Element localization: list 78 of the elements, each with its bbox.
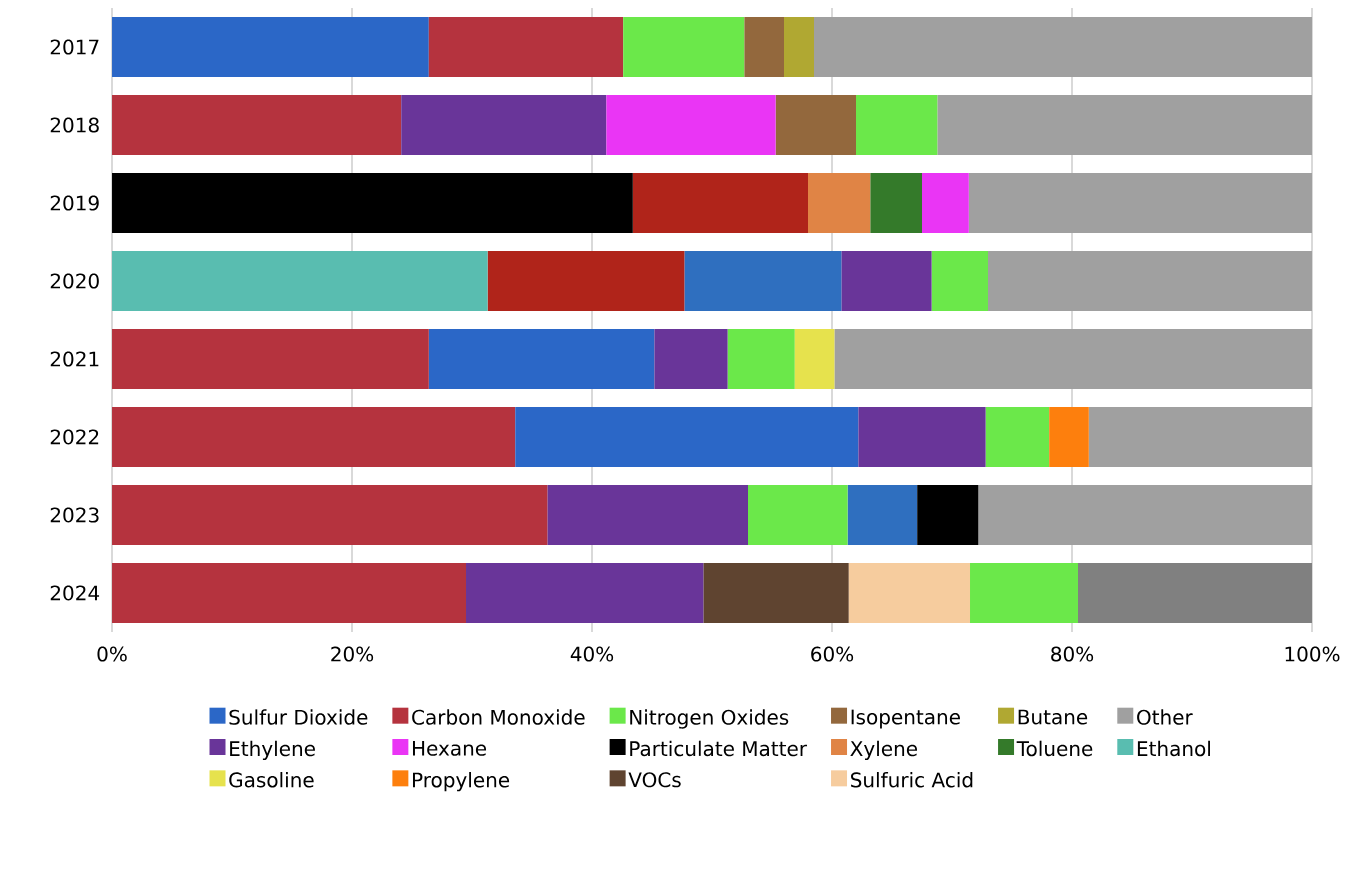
y-tick-label: 2021 bbox=[50, 351, 99, 367]
bar bbox=[112, 562, 467, 624]
legend-label: Sulfur Dioxide bbox=[229, 709, 368, 725]
bar bbox=[1078, 562, 1313, 624]
bar bbox=[401, 94, 607, 156]
bar bbox=[988, 250, 1313, 312]
bar bbox=[841, 250, 932, 312]
legend-label: Ethylene bbox=[230, 740, 315, 761]
bar bbox=[112, 172, 633, 234]
bar bbox=[784, 16, 815, 78]
legend-label: VOCs bbox=[628, 772, 681, 788]
bar bbox=[112, 16, 429, 78]
bar bbox=[112, 328, 429, 390]
bar bbox=[112, 484, 548, 546]
bar bbox=[870, 172, 923, 234]
bar bbox=[970, 562, 1079, 624]
legend-label: Other bbox=[1137, 709, 1193, 725]
legend-label: Particulate Matter bbox=[630, 740, 808, 757]
legend-label: Xylene bbox=[850, 740, 918, 761]
x-tick-label: 0% bbox=[97, 646, 127, 662]
y-tick-label: 2019 bbox=[50, 195, 99, 211]
bar bbox=[814, 16, 1313, 78]
legend-label: Butane bbox=[1018, 709, 1088, 725]
legend-label: Toluene bbox=[1016, 740, 1093, 757]
y-tick-label: 2017 bbox=[50, 39, 99, 55]
bar bbox=[794, 328, 835, 390]
bar bbox=[428, 328, 655, 390]
bar bbox=[917, 484, 979, 546]
bar bbox=[515, 406, 859, 468]
x-tick-label: 80% bbox=[1051, 646, 1094, 662]
bar bbox=[775, 94, 857, 156]
bar bbox=[623, 16, 745, 78]
bar bbox=[487, 250, 685, 312]
bar bbox=[744, 16, 785, 78]
bar bbox=[808, 172, 871, 234]
bar bbox=[428, 16, 624, 78]
bar bbox=[931, 250, 989, 312]
bar bbox=[547, 484, 749, 546]
bar bbox=[703, 562, 849, 624]
legend-label: Isopentane bbox=[851, 709, 960, 729]
bar bbox=[1088, 406, 1313, 468]
bar bbox=[968, 172, 1313, 234]
legend-label: Propylene bbox=[413, 772, 510, 792]
y-tick-label: 2023 bbox=[50, 507, 99, 523]
bar bbox=[858, 406, 986, 468]
legend-label: Ethanol bbox=[1137, 740, 1210, 757]
bar bbox=[847, 484, 918, 546]
bar bbox=[978, 484, 1313, 546]
bar bbox=[684, 250, 842, 312]
legend-label: Gasoline bbox=[229, 772, 314, 788]
y-tick-label: 2020 bbox=[50, 273, 99, 289]
legend-label: Nitrogen Oxides bbox=[630, 709, 789, 729]
bar bbox=[112, 406, 516, 468]
bar bbox=[112, 250, 488, 312]
bar bbox=[727, 328, 795, 390]
bar bbox=[985, 406, 1050, 468]
bar bbox=[834, 328, 1313, 390]
legend-label: Carbon Monoxide bbox=[412, 709, 585, 725]
y-tick-label: 2022 bbox=[50, 429, 99, 445]
bar bbox=[922, 172, 969, 234]
x-tick-label: 40% bbox=[570, 646, 614, 662]
legend-label: Hexane bbox=[413, 741, 487, 756]
bar bbox=[654, 328, 728, 390]
bar bbox=[856, 94, 938, 156]
bar bbox=[748, 484, 848, 546]
bar bbox=[848, 562, 971, 624]
y-tick-label: 2018 bbox=[50, 117, 99, 133]
y-tick-label: 2024 bbox=[50, 585, 100, 601]
x-tick-label: 20% bbox=[331, 646, 374, 662]
bar bbox=[466, 562, 704, 624]
bar bbox=[1049, 406, 1089, 468]
bar bbox=[112, 94, 402, 156]
legend-label: Sulfuric Acid bbox=[851, 772, 973, 788]
bar bbox=[937, 94, 1313, 156]
bar bbox=[606, 94, 776, 156]
bar bbox=[632, 172, 809, 234]
x-tick-label: 100% bbox=[1285, 646, 1340, 662]
x-tick-label: 60% bbox=[811, 646, 854, 662]
